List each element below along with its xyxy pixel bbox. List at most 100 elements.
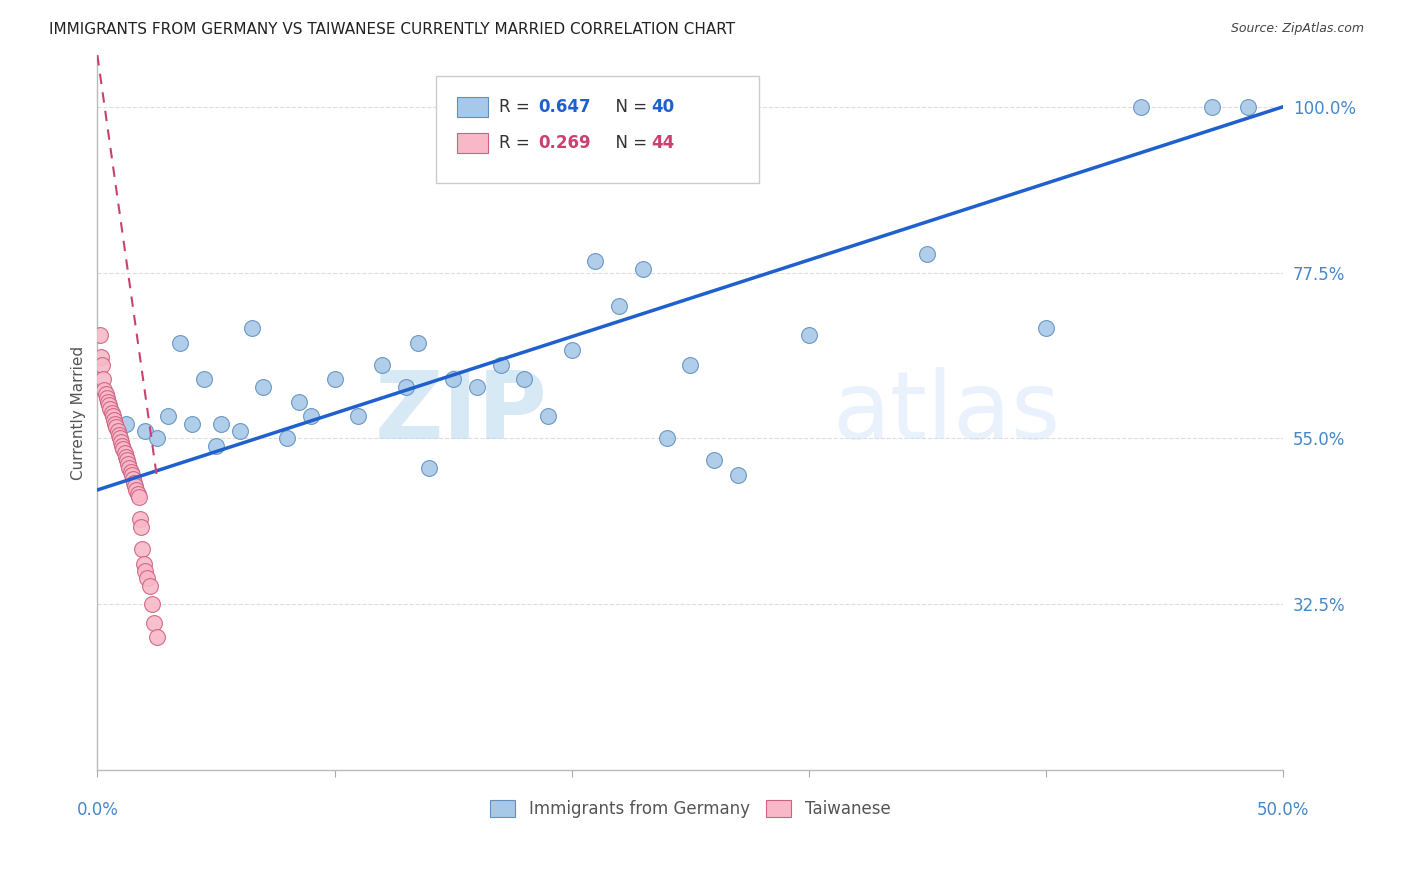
Point xyxy=(395,380,418,394)
Point xyxy=(129,512,152,526)
Point xyxy=(193,372,215,386)
Point xyxy=(111,439,134,453)
Point xyxy=(1201,100,1223,114)
Text: IMMIGRANTS FROM GERMANY VS TAIWANESE CURRENTLY MARRIED CORRELATION CHART: IMMIGRANTS FROM GERMANY VS TAIWANESE CUR… xyxy=(49,22,735,37)
Point xyxy=(105,420,128,434)
Point xyxy=(121,468,143,483)
Point xyxy=(129,520,152,534)
Text: 0.269: 0.269 xyxy=(538,134,591,152)
Point xyxy=(124,479,146,493)
Point xyxy=(90,351,112,365)
Point xyxy=(98,398,121,412)
Point xyxy=(125,483,148,497)
Text: R =: R = xyxy=(499,98,536,116)
Text: 0.0%: 0.0% xyxy=(76,800,118,819)
Point xyxy=(489,358,512,372)
Y-axis label: Currently Married: Currently Married xyxy=(72,345,86,480)
Point xyxy=(104,417,127,431)
Point xyxy=(513,372,536,386)
Point xyxy=(679,358,702,372)
Text: 44: 44 xyxy=(651,134,675,152)
Point xyxy=(209,417,232,431)
Point xyxy=(371,358,394,372)
Point xyxy=(145,631,167,645)
Point xyxy=(127,486,149,500)
Point xyxy=(110,435,132,450)
Point xyxy=(607,299,630,313)
Point xyxy=(145,431,167,445)
Point xyxy=(112,442,135,457)
Text: N =: N = xyxy=(605,134,652,152)
Point xyxy=(181,417,204,431)
Point xyxy=(465,380,488,394)
Point xyxy=(323,372,346,386)
Point xyxy=(97,394,120,409)
Point xyxy=(114,417,136,431)
Point xyxy=(157,409,180,424)
Point xyxy=(169,335,191,350)
Text: atlas: atlas xyxy=(832,367,1060,458)
Text: 0.647: 0.647 xyxy=(538,98,591,116)
Point xyxy=(114,450,136,464)
Text: N =: N = xyxy=(605,98,652,116)
Point xyxy=(100,406,122,420)
Point xyxy=(115,453,138,467)
Point xyxy=(583,254,606,268)
Point xyxy=(122,475,145,490)
Text: ZIP: ZIP xyxy=(375,367,548,458)
Point xyxy=(122,472,145,486)
Point xyxy=(141,597,163,611)
Point xyxy=(561,343,583,357)
Text: R =: R = xyxy=(499,134,536,152)
Point xyxy=(1035,321,1057,335)
Point xyxy=(96,391,118,405)
Point xyxy=(205,439,228,453)
Point xyxy=(797,328,820,343)
Point xyxy=(441,372,464,386)
Point xyxy=(128,491,150,505)
Point xyxy=(91,358,114,372)
Point xyxy=(120,465,142,479)
Point xyxy=(138,579,160,593)
Point xyxy=(655,431,678,445)
Point xyxy=(103,413,125,427)
Point xyxy=(101,409,124,424)
Point xyxy=(1236,100,1258,114)
Point xyxy=(134,564,156,578)
Point xyxy=(131,541,153,556)
Text: Source: ZipAtlas.com: Source: ZipAtlas.com xyxy=(1230,22,1364,36)
Point xyxy=(107,424,129,438)
Point xyxy=(143,615,166,630)
Point xyxy=(94,387,117,401)
Point xyxy=(252,380,274,394)
Point xyxy=(132,557,155,571)
Point xyxy=(917,247,939,261)
Point xyxy=(727,468,749,483)
Point xyxy=(406,335,429,350)
Legend: Immigrants from Germany, Taiwanese: Immigrants from Germany, Taiwanese xyxy=(482,791,898,826)
Point xyxy=(136,571,159,585)
Point xyxy=(93,384,115,398)
Point xyxy=(107,427,129,442)
Point xyxy=(228,424,250,438)
Point xyxy=(288,394,311,409)
Point xyxy=(347,409,370,424)
Point xyxy=(118,460,141,475)
Point xyxy=(240,321,263,335)
Text: 50.0%: 50.0% xyxy=(1257,800,1309,819)
Point xyxy=(537,409,560,424)
Point xyxy=(1129,100,1152,114)
Point xyxy=(703,453,725,467)
Point xyxy=(100,401,122,416)
Point xyxy=(299,409,322,424)
Point xyxy=(276,431,298,445)
Point xyxy=(117,457,139,471)
Point xyxy=(91,372,114,386)
Text: 40: 40 xyxy=(651,98,673,116)
Point xyxy=(418,460,440,475)
Point xyxy=(108,431,131,445)
Point xyxy=(89,328,111,343)
Point xyxy=(631,261,654,276)
Point xyxy=(134,424,156,438)
Point xyxy=(114,446,136,460)
